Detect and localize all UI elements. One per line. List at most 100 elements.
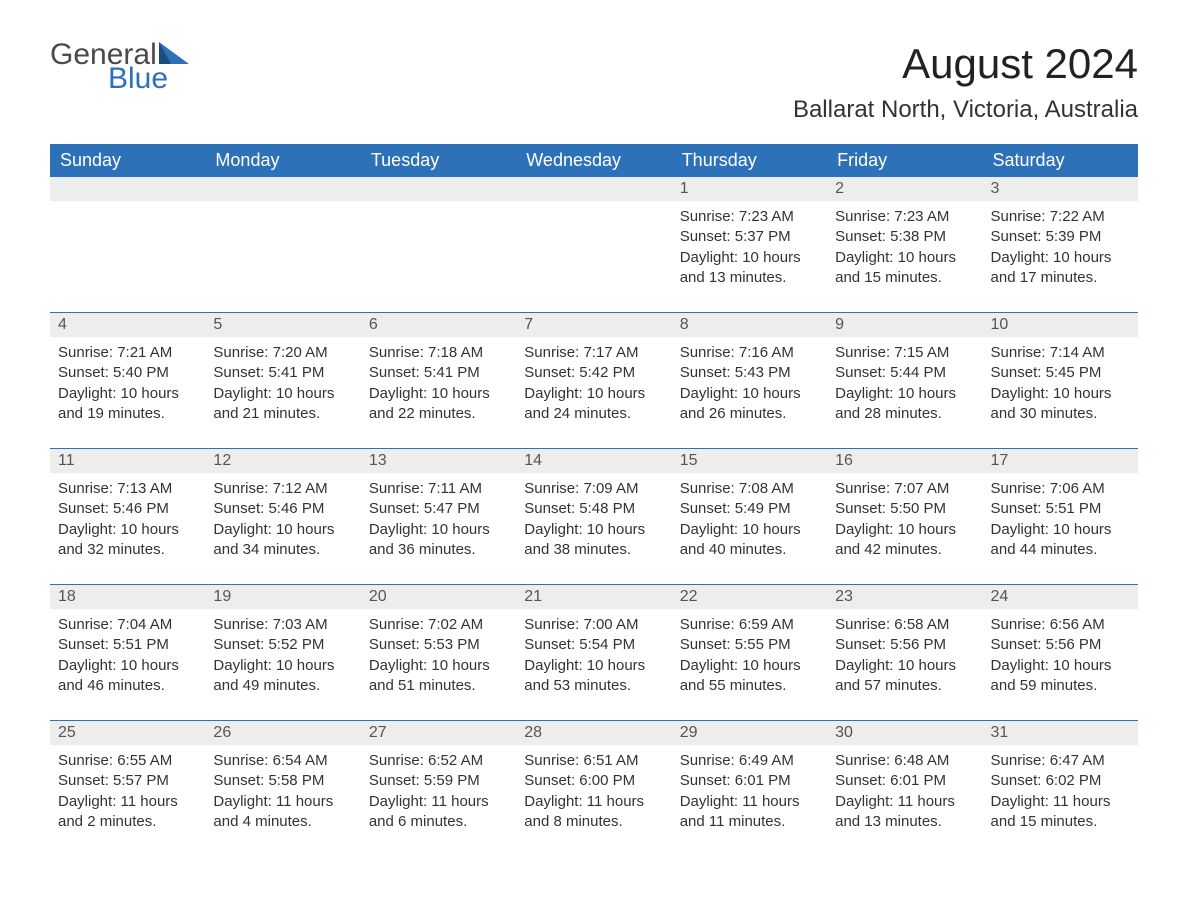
calendar-table: Sunday Monday Tuesday Wednesday Thursday… xyxy=(50,144,1138,856)
daylight-text: Daylight: 10 hours and 30 minutes. xyxy=(991,384,1130,425)
daylight-text: Daylight: 11 hours and 15 minutes. xyxy=(991,792,1130,833)
calendar-day-cell: 22Sunrise: 6:59 AMSunset: 5:55 PMDayligh… xyxy=(672,584,827,720)
calendar-day-cell: 30Sunrise: 6:48 AMSunset: 6:01 PMDayligh… xyxy=(827,720,982,856)
day-number: 30 xyxy=(827,720,982,745)
calendar-day-cell: 4Sunrise: 7:21 AMSunset: 5:40 PMDaylight… xyxy=(50,312,205,448)
title-block: August 2024 Ballarat North, Victoria, Au… xyxy=(793,40,1138,124)
day-body: Sunrise: 7:20 AMSunset: 5:41 PMDaylight:… xyxy=(205,337,360,448)
daylight-text: Daylight: 10 hours and 53 minutes. xyxy=(524,656,663,697)
sunrise-text: Sunrise: 6:47 AM xyxy=(991,751,1130,771)
day-number: 18 xyxy=(50,584,205,609)
day-number: 2 xyxy=(827,177,982,201)
sunset-text: Sunset: 5:42 PM xyxy=(524,363,663,383)
sunrise-text: Sunrise: 6:55 AM xyxy=(58,751,197,771)
calendar-day-cell: 2Sunrise: 7:23 AMSunset: 5:38 PMDaylight… xyxy=(827,177,982,312)
day-body: Sunrise: 7:23 AMSunset: 5:38 PMDaylight:… xyxy=(827,201,982,312)
calendar-day-cell: 24Sunrise: 6:56 AMSunset: 5:56 PMDayligh… xyxy=(983,584,1138,720)
day-number: 12 xyxy=(205,448,360,473)
daylight-text: Daylight: 11 hours and 2 minutes. xyxy=(58,792,197,833)
day-body: Sunrise: 6:58 AMSunset: 5:56 PMDaylight:… xyxy=(827,609,982,720)
sunset-text: Sunset: 5:50 PM xyxy=(835,499,974,519)
daylight-text: Daylight: 10 hours and 38 minutes. xyxy=(524,520,663,561)
daylight-text: Daylight: 10 hours and 17 minutes. xyxy=(991,248,1130,289)
sunrise-text: Sunrise: 7:16 AM xyxy=(680,343,819,363)
brand-logo: General Blue xyxy=(50,40,189,94)
sunset-text: Sunset: 5:59 PM xyxy=(369,771,508,791)
day-number: 23 xyxy=(827,584,982,609)
calendar-day-cell: 29Sunrise: 6:49 AMSunset: 6:01 PMDayligh… xyxy=(672,720,827,856)
calendar-day-cell: 11Sunrise: 7:13 AMSunset: 5:46 PMDayligh… xyxy=(50,448,205,584)
sunset-text: Sunset: 5:48 PM xyxy=(524,499,663,519)
sunset-text: Sunset: 5:56 PM xyxy=(991,635,1130,655)
sunset-text: Sunset: 5:41 PM xyxy=(213,363,352,383)
day-number: 24 xyxy=(983,584,1138,609)
day-body: Sunrise: 7:04 AMSunset: 5:51 PMDaylight:… xyxy=(50,609,205,720)
sunset-text: Sunset: 5:51 PM xyxy=(991,499,1130,519)
sunrise-text: Sunrise: 6:56 AM xyxy=(991,615,1130,635)
sunset-text: Sunset: 5:53 PM xyxy=(369,635,508,655)
calendar-day-cell: 5Sunrise: 7:20 AMSunset: 5:41 PMDaylight… xyxy=(205,312,360,448)
calendar-day-cell: 1Sunrise: 7:23 AMSunset: 5:37 PMDaylight… xyxy=(672,177,827,312)
sunset-text: Sunset: 5:58 PM xyxy=(213,771,352,791)
day-header: Thursday xyxy=(672,144,827,177)
daylight-text: Daylight: 10 hours and 55 minutes. xyxy=(680,656,819,697)
calendar-day-cell: 17Sunrise: 7:06 AMSunset: 5:51 PMDayligh… xyxy=(983,448,1138,584)
sunrise-text: Sunrise: 7:02 AM xyxy=(369,615,508,635)
sunset-text: Sunset: 5:52 PM xyxy=(213,635,352,655)
day-body-empty xyxy=(205,201,360,251)
sunrise-text: Sunrise: 7:21 AM xyxy=(58,343,197,363)
day-number: 22 xyxy=(672,584,827,609)
day-body: Sunrise: 6:52 AMSunset: 5:59 PMDaylight:… xyxy=(361,745,516,856)
day-body: Sunrise: 7:11 AMSunset: 5:47 PMDaylight:… xyxy=(361,473,516,584)
calendar-week-row: 1Sunrise: 7:23 AMSunset: 5:37 PMDaylight… xyxy=(50,177,1138,312)
daylight-text: Daylight: 10 hours and 34 minutes. xyxy=(213,520,352,561)
sunrise-text: Sunrise: 6:49 AM xyxy=(680,751,819,771)
day-number: 27 xyxy=(361,720,516,745)
daylight-text: Daylight: 10 hours and 57 minutes. xyxy=(835,656,974,697)
sunset-text: Sunset: 5:46 PM xyxy=(213,499,352,519)
calendar-day-cell: 19Sunrise: 7:03 AMSunset: 5:52 PMDayligh… xyxy=(205,584,360,720)
sunset-text: Sunset: 5:49 PM xyxy=(680,499,819,519)
day-body: Sunrise: 6:48 AMSunset: 6:01 PMDaylight:… xyxy=(827,745,982,856)
day-body: Sunrise: 7:02 AMSunset: 5:53 PMDaylight:… xyxy=(361,609,516,720)
sunset-text: Sunset: 5:56 PM xyxy=(835,635,974,655)
daylight-text: Daylight: 10 hours and 28 minutes. xyxy=(835,384,974,425)
daylight-text: Daylight: 10 hours and 22 minutes. xyxy=(369,384,508,425)
sunrise-text: Sunrise: 7:03 AM xyxy=(213,615,352,635)
sunrise-text: Sunrise: 7:06 AM xyxy=(991,479,1130,499)
day-number: 5 xyxy=(205,312,360,337)
sunrise-text: Sunrise: 7:22 AM xyxy=(991,207,1130,227)
sunrise-text: Sunrise: 6:51 AM xyxy=(524,751,663,771)
day-number: 4 xyxy=(50,312,205,337)
daylight-text: Daylight: 10 hours and 51 minutes. xyxy=(369,656,508,697)
day-body: Sunrise: 7:06 AMSunset: 5:51 PMDaylight:… xyxy=(983,473,1138,584)
daylight-text: Daylight: 10 hours and 21 minutes. xyxy=(213,384,352,425)
sunrise-text: Sunrise: 7:23 AM xyxy=(680,207,819,227)
sunrise-text: Sunrise: 7:18 AM xyxy=(369,343,508,363)
day-number: 29 xyxy=(672,720,827,745)
day-number: 3 xyxy=(983,177,1138,201)
day-header: Sunday xyxy=(50,144,205,177)
month-title: August 2024 xyxy=(793,40,1138,88)
day-body: Sunrise: 7:08 AMSunset: 5:49 PMDaylight:… xyxy=(672,473,827,584)
daylight-text: Daylight: 10 hours and 13 minutes. xyxy=(680,248,819,289)
day-number: 10 xyxy=(983,312,1138,337)
sunrise-text: Sunrise: 7:17 AM xyxy=(524,343,663,363)
day-number: 19 xyxy=(205,584,360,609)
calendar-day-cell xyxy=(361,177,516,312)
sunrise-text: Sunrise: 7:07 AM xyxy=(835,479,974,499)
daylight-text: Daylight: 11 hours and 13 minutes. xyxy=(835,792,974,833)
daylight-text: Daylight: 10 hours and 44 minutes. xyxy=(991,520,1130,561)
sunrise-text: Sunrise: 6:59 AM xyxy=(680,615,819,635)
day-number: 9 xyxy=(827,312,982,337)
day-body: Sunrise: 7:15 AMSunset: 5:44 PMDaylight:… xyxy=(827,337,982,448)
daylight-text: Daylight: 10 hours and 42 minutes. xyxy=(835,520,974,561)
sunrise-text: Sunrise: 7:11 AM xyxy=(369,479,508,499)
calendar-day-cell: 23Sunrise: 6:58 AMSunset: 5:56 PMDayligh… xyxy=(827,584,982,720)
day-body: Sunrise: 7:07 AMSunset: 5:50 PMDaylight:… xyxy=(827,473,982,584)
day-header: Friday xyxy=(827,144,982,177)
day-number: 20 xyxy=(361,584,516,609)
day-body: Sunrise: 7:03 AMSunset: 5:52 PMDaylight:… xyxy=(205,609,360,720)
sunrise-text: Sunrise: 7:20 AM xyxy=(213,343,352,363)
day-body: Sunrise: 7:00 AMSunset: 5:54 PMDaylight:… xyxy=(516,609,671,720)
